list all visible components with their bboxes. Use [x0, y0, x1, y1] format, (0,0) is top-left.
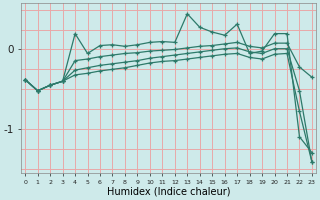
- X-axis label: Humidex (Indice chaleur): Humidex (Indice chaleur): [107, 187, 230, 197]
